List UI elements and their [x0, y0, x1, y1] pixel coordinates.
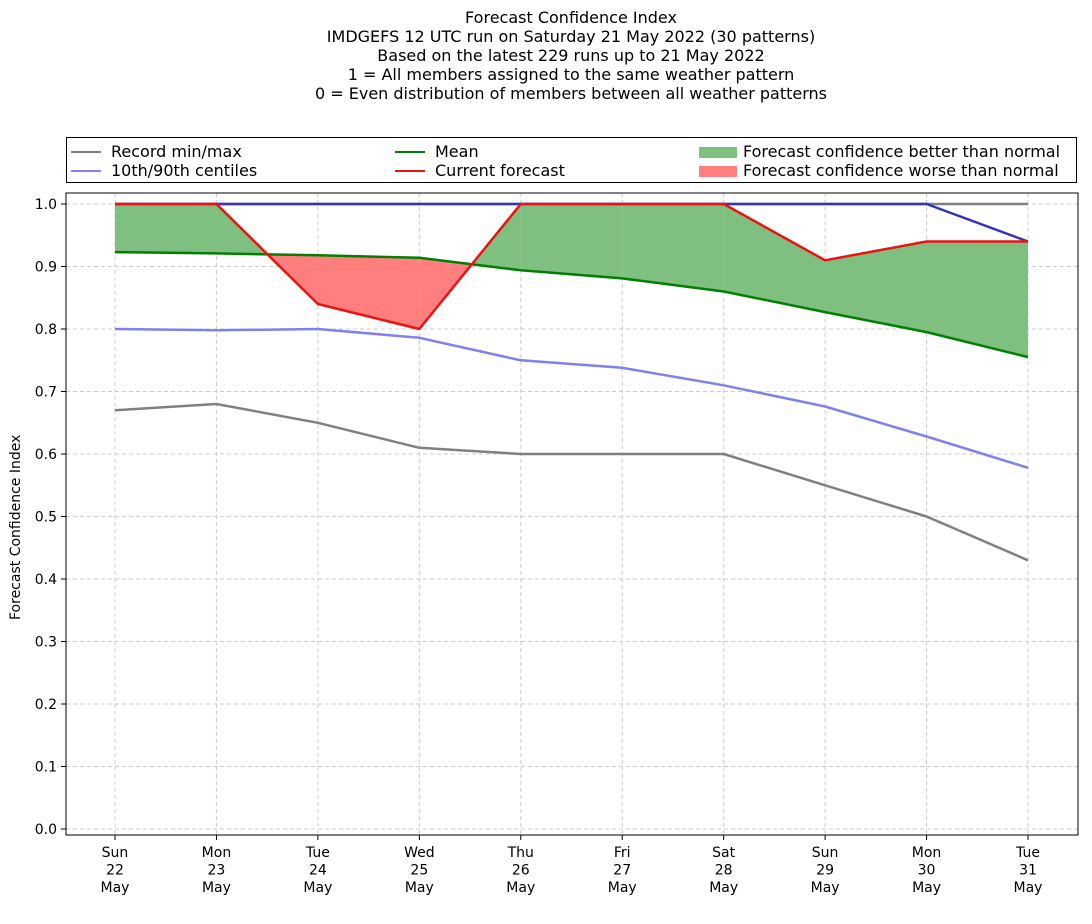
x-tick-label-line: May [303, 880, 332, 896]
x-tick-label: Mon 23 May [202, 845, 232, 896]
y-tick-label: 0.8 [35, 322, 57, 338]
x-tick-label: Sun 22 May [101, 845, 130, 896]
x-tick-label: Tue 31 May [1014, 845, 1043, 896]
fill-worse-segment [317, 255, 420, 329]
fill-better-segment [926, 241, 1028, 358]
x-tick-label: Tue 24 May [303, 845, 332, 896]
legend-item-mean: Mean [395, 143, 479, 161]
x-tick-label: Mon 30 May [912, 845, 942, 896]
legend-swatch-worse [699, 165, 737, 177]
x-tick-label: Sat 28 May [709, 845, 738, 896]
x-tick-label: Wed 25 May [404, 845, 435, 896]
p10-centile-line [114, 327, 1029, 469]
chart-subtitle-scale-min: 0 = Even distribution of members between… [314, 84, 828, 103]
x-tick-label-line: Sun [812, 845, 839, 861]
y-tick-label: 0.7 [35, 385, 57, 401]
x-tick-label-line: Mon [202, 845, 232, 861]
x-tick-label-line: May [405, 880, 434, 896]
fill-better-segment [622, 204, 724, 292]
x-tick-label-line: Mon [912, 845, 942, 861]
y-tick-label: 0.2 [35, 697, 57, 713]
x-tick-label-line: May [202, 880, 231, 896]
current-forecast-line [115, 202, 1028, 331]
chart-legend: Record min/max 10th/90th centiles Mean C… [66, 137, 1077, 183]
x-tick-label-line: 23 [208, 863, 226, 879]
legend-item-record: Record min/max [71, 143, 242, 161]
chart-subtitle-scale-max: 1 = All members assigned to the same wea… [347, 65, 795, 84]
x-tick-label-line: May [912, 880, 941, 896]
x-tick-label-line: May [101, 880, 130, 896]
x-tick-label-line: May [506, 880, 535, 896]
x-tick-label: Sun 29 May [811, 845, 840, 896]
legend-label-better: Forecast confidence better than normal [743, 142, 1061, 161]
x-tick-label-line: 25 [410, 863, 428, 879]
fill-better-segment [115, 204, 217, 254]
legend-label-mean: Mean [435, 142, 479, 161]
fill-layer [115, 204, 1028, 358]
x-tick-label-line: 28 [715, 863, 733, 879]
x-tick-label-line: Tue [305, 845, 330, 861]
legend-label-worse: Forecast confidence worse than normal [743, 161, 1059, 180]
x-tick-label-line: Sun [102, 845, 129, 861]
x-tick-label-line: May [1014, 880, 1043, 896]
y-tick-label: 0.6 [35, 447, 57, 463]
x-tick-label-line: 27 [613, 863, 631, 879]
y-tick-label: 0.1 [35, 760, 57, 776]
legend-item-current: Current forecast [395, 162, 565, 180]
fill-better-segment [825, 241, 927, 333]
y-tick-label: 0.5 [35, 510, 57, 526]
legend-item-better: Forecast confidence better than normal [699, 143, 1060, 161]
x-tick-label-line: 22 [106, 863, 124, 879]
x-tick-label-line: Wed [404, 845, 435, 861]
plot-frame [65, 192, 1079, 836]
y-tick-label: 0.9 [35, 260, 57, 276]
x-tick-label-line: Fri [614, 845, 631, 861]
x-tick-label-line: 30 [918, 863, 936, 879]
x-tick-label-line: 29 [816, 863, 834, 879]
x-tick-label: Fri 27 May [608, 845, 637, 896]
x-tick-label-line: 26 [512, 863, 530, 879]
fill-better-segment [520, 204, 623, 279]
x-tick-label-line: Tue [1015, 845, 1040, 861]
legend-item-centiles: 10th/90th centiles [71, 162, 257, 180]
y-tick-label: 1.0 [35, 197, 57, 213]
record-min-line [114, 402, 1029, 562]
line-layer [114, 202, 1029, 562]
x-tick-label-line: Thu [507, 845, 534, 861]
legend-label-current: Current forecast [435, 161, 565, 180]
legend-swatch-centiles [71, 170, 101, 172]
y-tick-label: 0.0 [35, 822, 57, 838]
legend-swatch-mean [395, 151, 425, 153]
y-tick-label: 0.4 [35, 572, 57, 588]
x-tick-label-line: May [709, 880, 738, 896]
chart-subtitle-basis: Based on the latest 229 runs up to 21 Ma… [377, 46, 765, 65]
legend-label-centiles: 10th/90th centiles [111, 161, 258, 180]
legend-item-worse: Forecast confidence worse than normal [699, 162, 1059, 180]
fill-better-segment [723, 204, 826, 313]
x-tick-label-line: May [608, 880, 637, 896]
x-tick-label-line: Sat [712, 845, 735, 861]
legend-swatch-current [395, 170, 425, 172]
x-tick-label-line: May [811, 880, 840, 896]
chart-title: Forecast Confidence Index [465, 8, 677, 27]
y-tick-label: 0.3 [35, 635, 57, 651]
x-tick-label: Thu 26 May [506, 845, 535, 896]
legend-swatch-better [699, 146, 737, 158]
x-tick-label-line: 31 [1019, 863, 1037, 879]
legend-swatch-record [71, 151, 101, 153]
y-tick-layer: 0.0 0.1 0.2 0.3 0.4 0.5 0.6 0.7 0.8 0.9 1.0 [35, 197, 66, 838]
chart-title-block: Forecast Confidence Index IMDGEFS 12 UTC… [0, 8, 1092, 103]
chart-subtitle-run: IMDGEFS 12 UTC run on Saturday 21 May 20… [326, 27, 816, 46]
x-tick-label-line: 24 [309, 863, 327, 879]
legend-label-record: Record min/max [111, 142, 242, 161]
